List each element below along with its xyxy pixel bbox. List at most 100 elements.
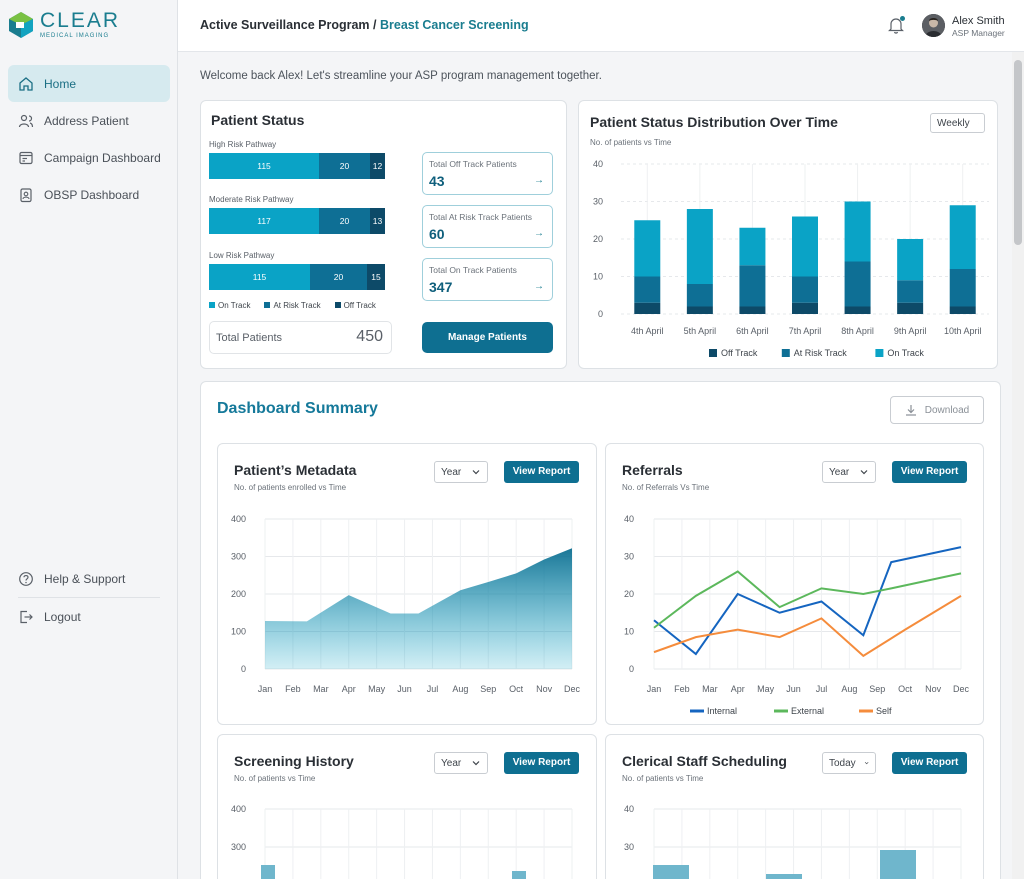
view-report-button[interactable]: View Report: [892, 461, 967, 483]
sidebar-panel: [0, 0, 178, 640]
y-tick-label: 40: [624, 514, 634, 524]
legend-swatch: [875, 349, 884, 357]
arrow-right-icon: →: [534, 281, 544, 292]
total-patients-box: Total Patients 450: [209, 321, 392, 354]
view-report-button[interactable]: View Report: [504, 752, 579, 774]
x-tick-label: Jul: [427, 684, 439, 694]
bar-segment-at-risk-track: [686, 284, 713, 307]
download-label: Download: [924, 404, 970, 416]
x-tick-label: Oct: [898, 684, 913, 694]
pathway-label: High Risk Pathway: [209, 140, 277, 149]
x-tick-label: Nov: [925, 684, 942, 694]
bar-segment-off-track: [897, 302, 924, 314]
select-value: Today: [829, 757, 856, 769]
breadcrumb: Active Surveillance Program / Breast Can…: [200, 18, 529, 32]
bar: [653, 865, 689, 879]
x-tick-label: Aug: [841, 684, 857, 694]
summary-title: Dashboard Summary: [217, 400, 378, 417]
avatar[interactable]: [922, 14, 945, 37]
download-button[interactable]: Download: [890, 396, 984, 424]
sidebar-item-obsp-dashboard[interactable]: OBSP Dashboard: [8, 176, 170, 213]
referrals-subtitle: No. of Referrals Vs Time: [622, 483, 710, 492]
patient-status-title: Patient Status: [211, 112, 305, 128]
area-series: [265, 548, 572, 669]
bar: [261, 865, 275, 879]
referrals-chart: 0 10 20 30 40 Jan Feb Mar Apr May Jun Jul Aug Sep Oct N…: [624, 514, 970, 716]
x-tick-label: Jun: [397, 684, 412, 694]
referrals-title: Referrals: [622, 462, 683, 478]
bar-segment-at-risk-track: [634, 276, 661, 303]
sidebar-item-logout[interactable]: Logout: [8, 598, 170, 635]
sidebar-divider: [18, 597, 160, 598]
y-tick-label: 200: [231, 589, 246, 599]
breadcrumb-parent[interactable]: Active Surveillance Program: [200, 18, 370, 32]
patient-status-card: Patient Status High Risk Pathway 115 20 …: [200, 100, 567, 369]
sidebar-bottom: Help & Support Logout: [8, 560, 170, 635]
period-select-value: Weekly: [937, 117, 970, 129]
y-tick-label: 0: [598, 309, 603, 319]
segment-on-track: 115: [209, 153, 319, 179]
sidebar-item-label: Logout: [44, 609, 81, 624]
logo: CLEAR MEDICAL IMAGING: [8, 10, 120, 39]
pathway-bar-high[interactable]: 115 20 12: [209, 153, 385, 179]
bar-segment-on-track: [844, 201, 871, 262]
sidebar: CLEAR MEDICAL IMAGING Home Address Patie…: [0, 0, 178, 879]
stat-at-risk[interactable]: Total At Risk Track Patients 60 →: [422, 205, 553, 248]
scrollbar-track[interactable]: [1012, 52, 1024, 879]
view-report-button[interactable]: View Report: [504, 461, 579, 483]
chevron-down-icon: [472, 761, 480, 766]
brand-sub: MEDICAL IMAGING: [40, 33, 110, 39]
screening-title: Screening History: [234, 753, 354, 769]
sidebar-item-address-patient[interactable]: Address Patient: [8, 102, 170, 139]
y-tick-label: 30: [624, 552, 634, 562]
bar-segment-on-track: [792, 216, 818, 277]
chevron-down-icon: [864, 761, 869, 765]
clerical-scheduling-card: Clerical Staff Scheduling No. of patient…: [605, 734, 984, 879]
clerical-period-select[interactable]: Today: [822, 752, 876, 774]
y-tick-label: 40: [624, 804, 634, 814]
screening-period-select[interactable]: Year: [434, 752, 488, 774]
arrow-right-icon: →: [534, 228, 544, 239]
pathway-bar-low[interactable]: 115 20 15: [209, 264, 385, 290]
stat-on-track[interactable]: Total On Track Patients 347 →: [422, 258, 553, 301]
pathway-bar-moderate[interactable]: 117 20 13: [209, 208, 385, 234]
help-icon: [19, 571, 33, 586]
sidebar-item-home[interactable]: Home: [8, 65, 170, 102]
metadata-period-select[interactable]: Year: [434, 461, 488, 483]
bar-segment-at-risk-track: [792, 276, 818, 303]
distribution-subtitle: No. of patients vs Time: [590, 138, 672, 147]
manage-patients-button[interactable]: Manage Patients: [422, 322, 553, 353]
bar-segment-off-track: [792, 302, 818, 314]
brand-name: CLEAR: [40, 9, 121, 32]
period-select[interactable]: Weekly: [930, 113, 985, 133]
clerical-subtitle: No. of patients vs Time: [622, 774, 704, 783]
select-value: Year: [441, 466, 462, 478]
y-tick-label: 40: [593, 159, 603, 169]
breadcrumb-separator: /: [373, 18, 377, 32]
segment-at-risk: 20: [319, 208, 370, 234]
stat-value: 43: [429, 173, 445, 189]
y-tick-label: 10: [593, 272, 603, 282]
view-report-button[interactable]: View Report: [892, 752, 967, 774]
stat-off-track[interactable]: Total Off Track Patients 43 →: [422, 152, 553, 195]
scrollbar-thumb[interactable]: [1014, 60, 1022, 245]
screening-chart: 400 300: [231, 804, 573, 879]
y-tick-label: 400: [231, 804, 246, 814]
download-icon: [905, 405, 916, 416]
select-value: Year: [441, 757, 462, 769]
sidebar-item-help[interactable]: Help & Support: [8, 560, 170, 597]
x-tick-label: Mar: [313, 684, 329, 694]
breadcrumb-current: Breast Cancer Screening: [379, 18, 529, 32]
line-series-internal: [653, 546, 962, 656]
segment-at-risk: 20: [319, 153, 370, 179]
referrals-period-select[interactable]: Year: [822, 461, 876, 483]
sidebar-item-campaign-dashboard[interactable]: Campaign Dashboard: [8, 139, 170, 176]
notification-button[interactable]: [888, 16, 905, 39]
y-tick-label: 30: [593, 197, 603, 207]
segment-off-track: 15: [367, 264, 385, 290]
x-tick-label: Dec: [564, 684, 581, 694]
legend-label: On Track: [887, 348, 924, 358]
bar-segment-on-track: [949, 205, 976, 269]
bar: [512, 871, 526, 879]
distribution-title: Patient Status Distribution Over Time: [590, 114, 838, 130]
